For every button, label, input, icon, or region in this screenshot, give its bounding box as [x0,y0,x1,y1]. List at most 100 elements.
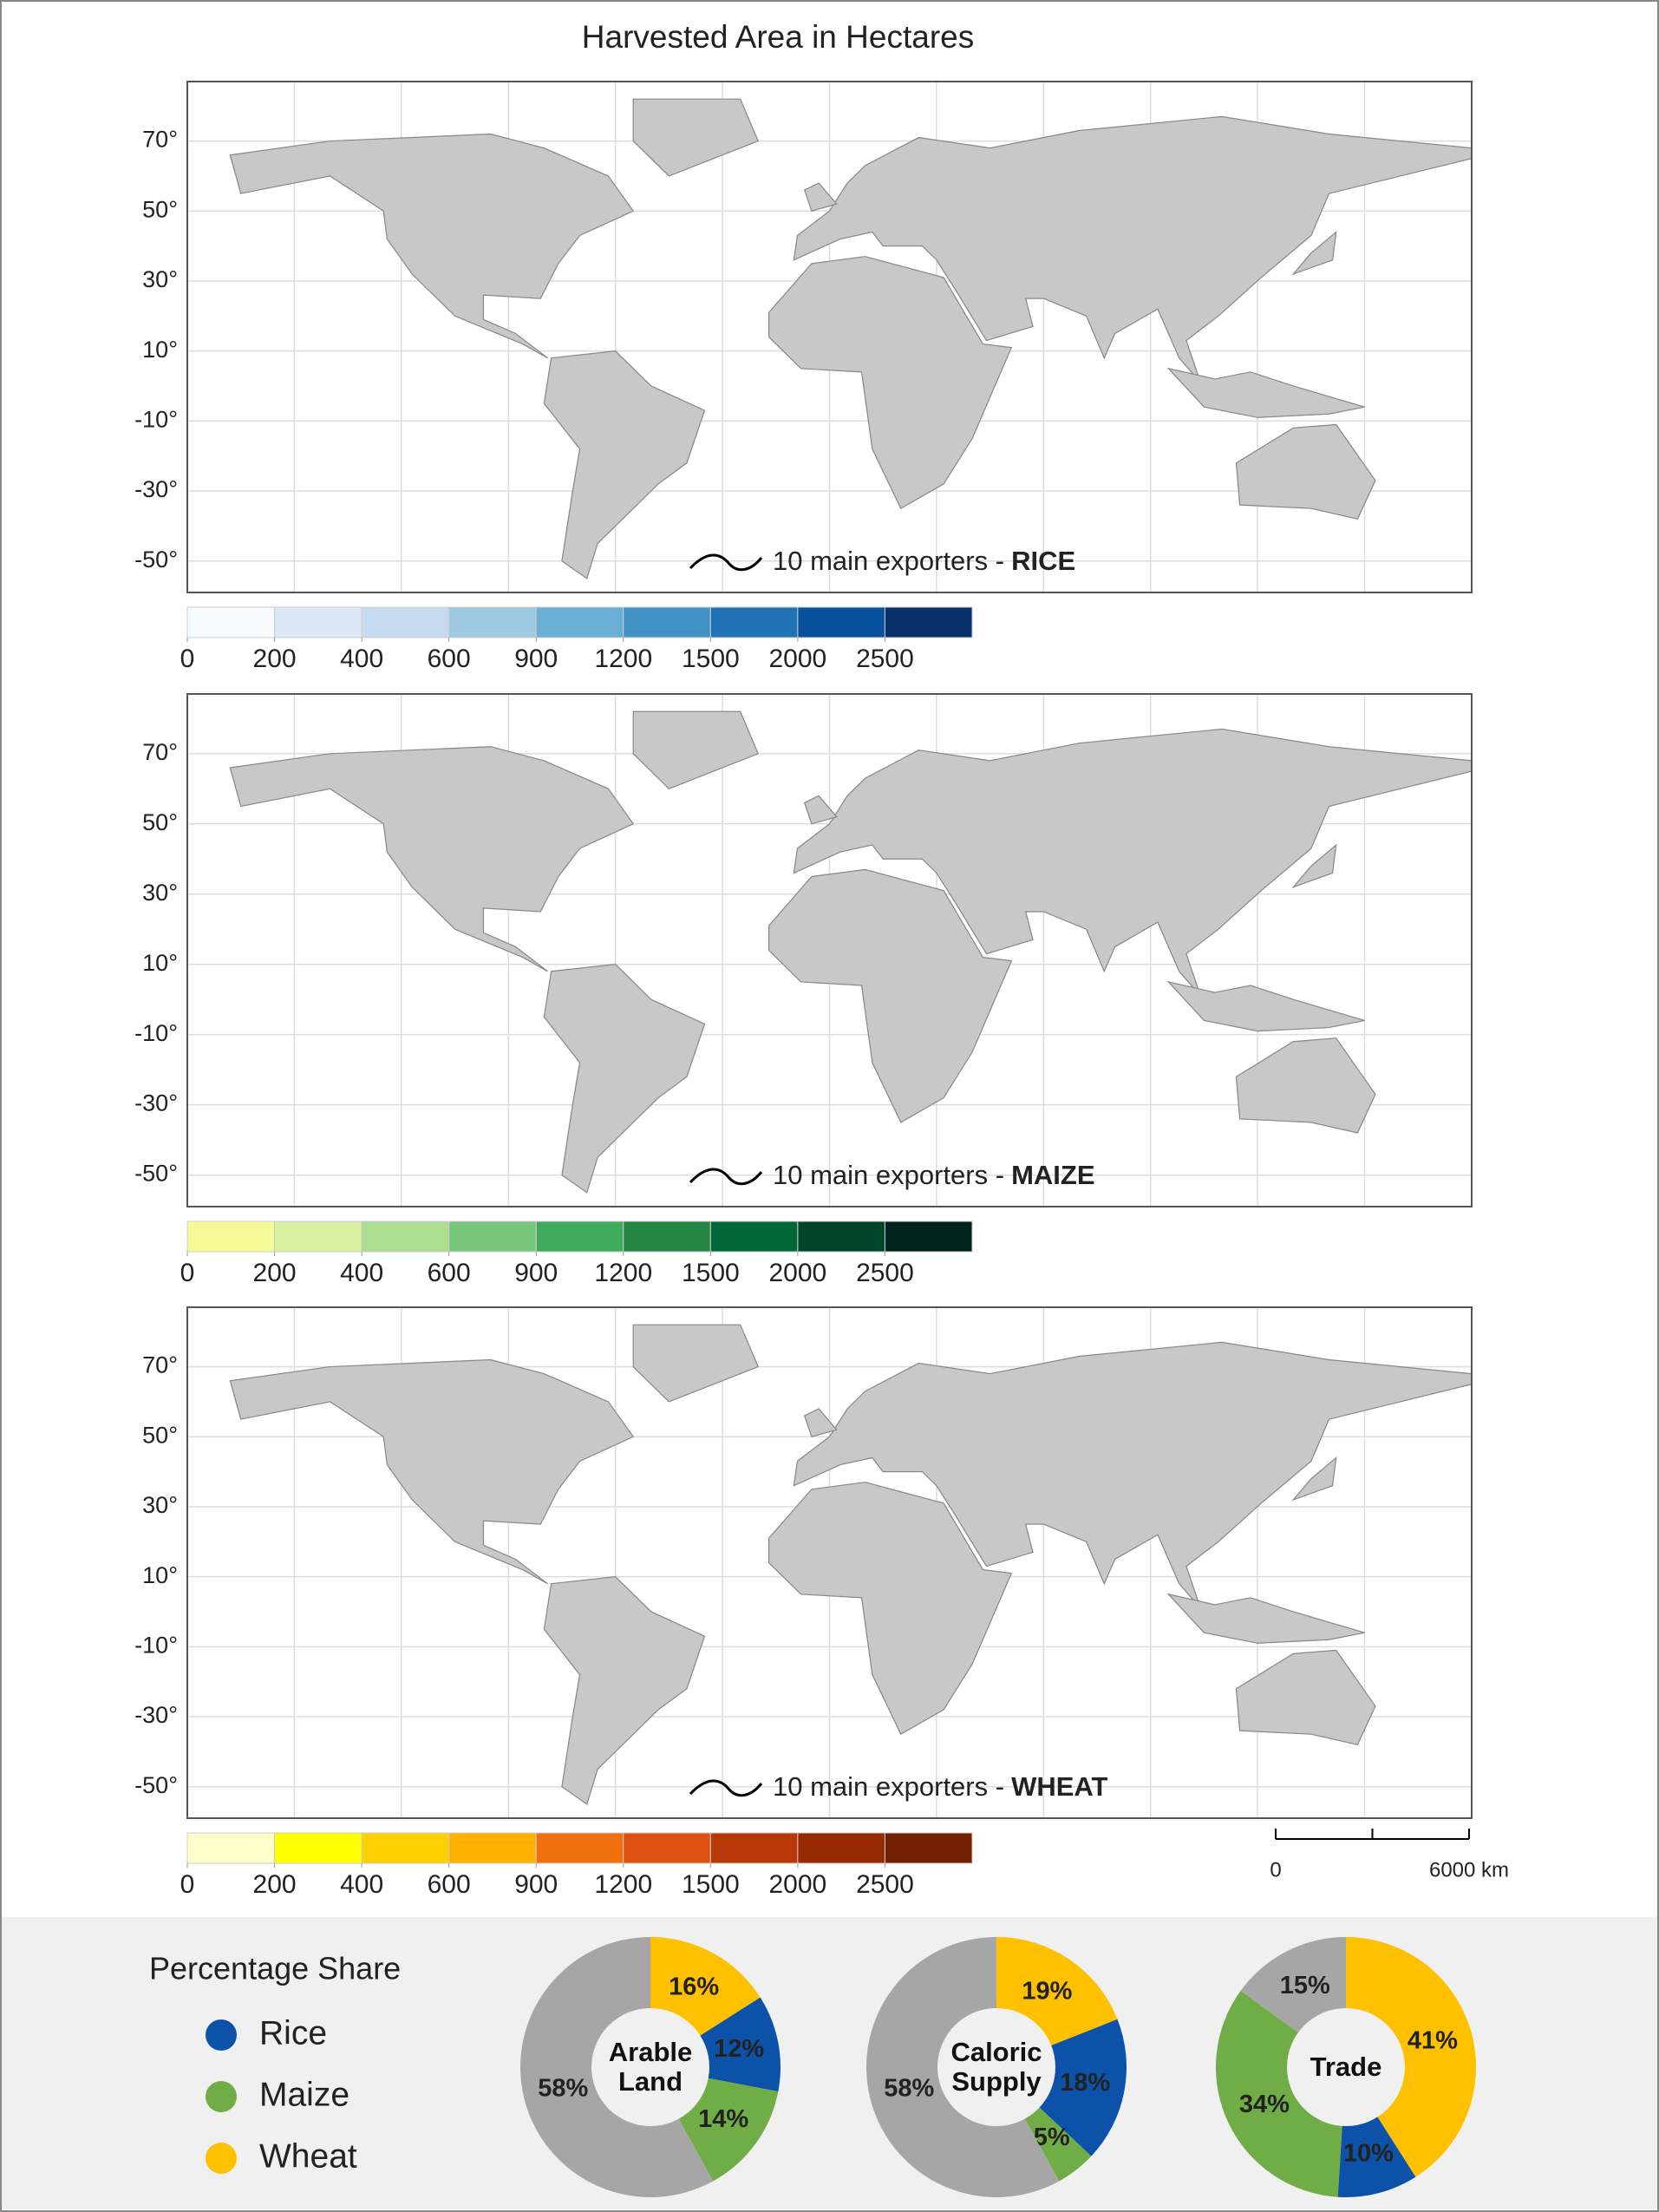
legend-label: Rice [259,2014,327,2052]
y-tick-label: 30° [142,1492,178,1518]
map-frame-border [186,81,1473,593]
y-tick-label: -10° [134,1020,178,1046]
colorbar-cell [535,1221,624,1253]
colorbar-tick-label: 900 [514,1259,558,1287]
exporter-line-icon [689,1779,763,1797]
pie-slice [673,2076,779,2182]
legend-label: Wheat [259,2137,357,2175]
pie-slice [520,1937,714,2197]
y-tick-label: -10° [134,406,178,432]
colorbar-tick-label: 400 [340,1870,383,1899]
slice-label: 16% [669,1973,719,2001]
map-frame-border [186,693,1473,1207]
colorbar-tick-label: 400 [340,645,383,673]
pie-slice [1240,1937,1346,2040]
map-frame-border [186,1306,1473,1819]
slice-label: 18% [1060,2069,1110,2097]
colorbar-tick-label: 600 [428,1259,471,1287]
y-tick-label: 50° [142,196,178,222]
slice-label: 10% [1343,2139,1394,2167]
colorbar-tick-label: 2500 [856,1870,914,1899]
colorbar-cell [361,606,450,638]
colorbar-cell [361,1221,450,1253]
colorbar-tick-label: 600 [428,645,471,673]
y-tick-label: 10° [142,950,178,976]
slice-label: 41% [1408,2027,1458,2055]
colorbar-tick-label: 2000 [769,1870,827,1899]
pie-slice [689,1997,781,2092]
y-tick-label: -30° [134,1702,178,1728]
colorbar-cell [448,1832,537,1864]
colorbar-cell [797,1832,885,1864]
legend-title: Percentage Share [149,1951,401,1986]
slice-label: 34% [1239,2091,1290,2118]
colorbar-cell [623,1832,711,1864]
pie-slice [866,1937,1060,2197]
pie-slice [1215,1990,1343,2197]
donut-hole [937,2008,1055,2126]
slice-label: 14% [698,2105,748,2133]
colorbar-tick-label: 0 [180,1870,195,1899]
map-legend: 10 main exporters - WHEAT [773,1771,1107,1802]
slice-label: 58% [884,2075,934,2103]
y-tick-label: 70° [142,1352,178,1378]
pie-slice [1346,1937,1476,2177]
colorbar-tick-label: 200 [253,1259,297,1287]
map-legend: 10 main exporters - MAIZE [773,1160,1095,1190]
map-legend: 10 main exporters - RICE [773,546,1075,576]
pie-title: Arable Land [608,2037,693,2097]
colorbar-tick-label: 900 [514,1870,558,1899]
legend-label: Maize [259,2076,349,2113]
colorbar-tick-label: 1200 [594,645,652,673]
map-legend-label: 10 main exporters - [773,546,1004,576]
scale-tick-label: 0 [1270,1858,1281,1882]
colorbar-cell [535,1832,624,1864]
crop-name: WHEAT [1011,1771,1107,1802]
colorbar-tick-label: 900 [514,645,558,673]
crop-name: RICE [1011,546,1075,576]
colorbar-cell [623,606,711,638]
colorbar-cell [884,606,973,638]
colorbar-cell [884,1832,973,1864]
donut-hole [1287,2008,1405,2126]
colorbar-cell [709,1221,799,1253]
colorbar-tick-label: 2500 [856,1259,914,1287]
colorbar-cell [186,1221,276,1253]
slice-label: 19% [1022,1978,1072,2006]
colorbar-cell [274,606,362,638]
y-tick-label: -50° [134,546,178,573]
colorbar-tick-label: 1200 [594,1870,652,1899]
colorbar-tick-label: 2000 [769,645,827,673]
colorbar-cell [448,1221,537,1253]
colorbar-cell [884,1221,973,1253]
colorbar-cell [448,606,537,638]
colorbar-cell [709,1832,799,1864]
y-tick-label: 70° [142,127,178,153]
y-tick-label: -30° [134,1090,178,1116]
slice-label: 15% [1280,1972,1330,1999]
map-legend-label: 10 main exporters - [773,1160,1004,1190]
y-tick-label: 10° [142,1562,178,1588]
colorbar-tick-label: 1500 [682,645,740,673]
colorbar-tick-label: 2000 [769,1259,827,1287]
colorbar-cell [623,1221,711,1253]
y-tick-label: 50° [142,1422,178,1448]
y-tick-label: -50° [134,1772,178,1798]
pie-title: Trade [1310,2052,1382,2082]
y-tick-label: 10° [142,337,178,363]
y-tick-label: -30° [134,476,178,502]
colorbar-cell [186,606,276,638]
colorbar-tick-label: 0 [180,645,195,673]
y-tick-label: 30° [142,880,178,906]
y-tick-label: 70° [142,739,178,765]
exporter-line-icon [689,553,763,572]
legend-marker [206,2019,237,2051]
colorbar-cell [797,606,885,638]
colorbar-cell [274,1221,362,1253]
colorbar-tick-label: 1500 [682,1870,740,1899]
pie-title: Caloric Supply [950,2037,1042,2097]
pie-slice [1019,2098,1092,2182]
